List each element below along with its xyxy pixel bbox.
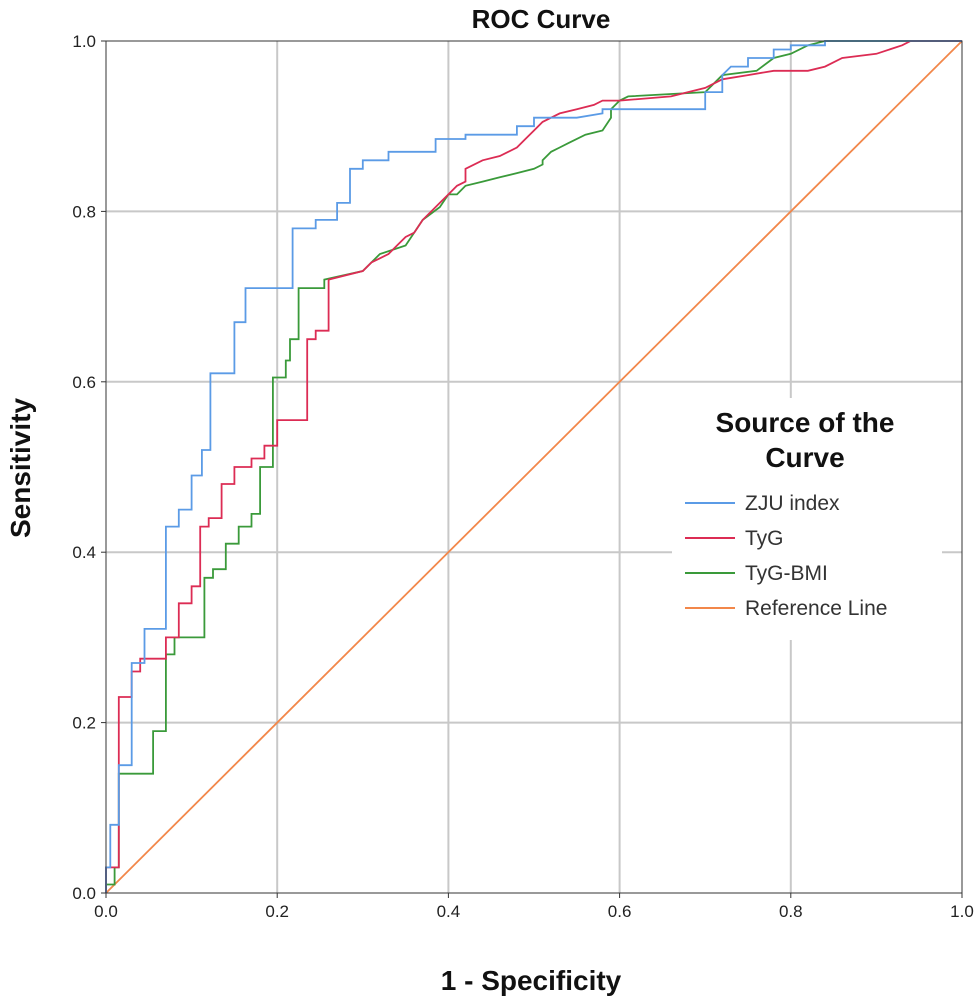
legend-entries: ZJU index TyG TyG-BMI Reference Line [685, 492, 887, 620]
series-line-reference-line [105, 40, 963, 894]
legend-title-line2: Curve [765, 442, 844, 473]
series-lines [105, 40, 963, 894]
y-axis-title: Sensitivity [5, 398, 36, 538]
x-tick-label-4: 0.8 [779, 902, 803, 921]
legend: Source of the Curve ZJU index TyG TyG-BMI R… [672, 398, 942, 640]
y-tick-label-1: 0.2 [72, 714, 96, 733]
legend-title-line1: Source of the [716, 407, 895, 438]
legend-label-reference-line: Reference Line [745, 597, 887, 620]
y-tick-label-0: 0.0 [72, 884, 96, 903]
legend-label-zju-index: ZJU index [745, 492, 840, 515]
x-tick-label-2: 0.4 [437, 902, 461, 921]
plot-frame [101, 40, 963, 898]
y-tick-label-3: 0.6 [72, 373, 96, 392]
x-tick-label-0: 0.0 [94, 902, 118, 921]
y-tick-label-4: 0.8 [72, 202, 96, 221]
x-axis-title: 1 - Specificity [441, 965, 622, 996]
x-tick-label-1: 0.2 [265, 902, 289, 921]
series-line-zju-index [105, 40, 962, 893]
legend-background [672, 398, 942, 640]
legend-label-tyg-bmi: TyG-BMI [745, 562, 828, 585]
grid-lines [106, 41, 962, 893]
y-tick-label-5: 1.0 [72, 32, 96, 51]
legend-label-tyg: TyG [745, 527, 784, 550]
series-line-tyg [105, 40, 962, 893]
x-tick-label-3: 0.6 [608, 902, 632, 921]
y-tick-label-2: 0.4 [72, 543, 96, 562]
chart-title: ROC Curve [472, 4, 611, 34]
series-line-tyg-bmi [105, 40, 962, 893]
plot-area-border [105, 40, 963, 894]
tick-labels: 0.0 0.2 0.4 0.6 0.8 1.0 0.0 0.2 0.4 0.6 0.8 1.0 [72, 32, 973, 921]
x-tick-label-5: 1.0 [950, 902, 974, 921]
